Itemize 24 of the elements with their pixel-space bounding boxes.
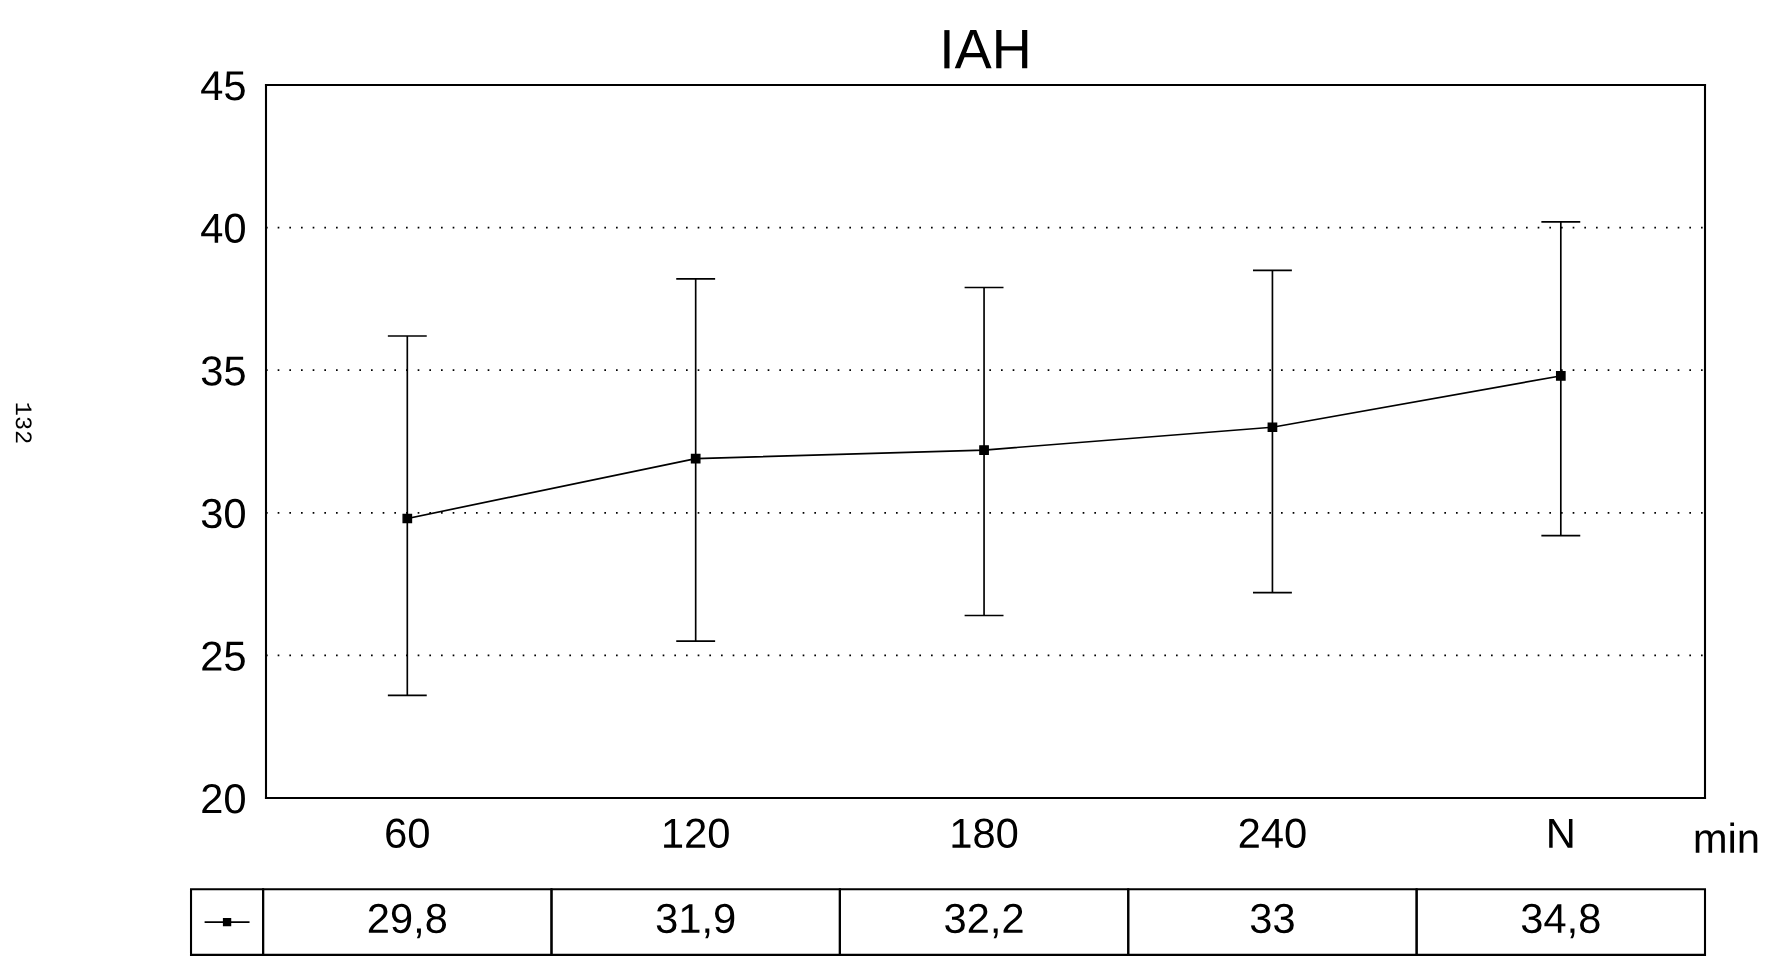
y-tick-label: 20 [202,784,245,814]
x-axis-title: min [1695,822,1758,853]
point [402,513,413,524]
x-tick-label: 60 [386,818,429,849]
point [1555,371,1566,381]
point [979,445,989,455]
y-tick-label: 40 [201,213,245,244]
data-label: 33 [1250,903,1294,934]
data-label: 29,8 [368,903,447,939]
y-tick-label: 45 [201,71,245,101]
data-label: 34,8 [1521,903,1600,939]
text: 132 [15,403,32,443]
x-tick-label: 240 [1239,818,1306,849]
data-label: 32,2 [945,903,1023,939]
point [1267,422,1278,433]
x-tick-label: 180 [952,818,1018,849]
chart-title: IAH [944,30,1028,69]
point [690,453,701,464]
y-tick-label: 35 [201,356,245,386]
y-tick-label: 25 [202,641,245,671]
x-tick-label: 120 [664,818,729,849]
y-tick-label: 30 [201,498,245,529]
x-tick-label: N [1549,818,1573,848]
data-label: 31,9 [656,903,735,939]
